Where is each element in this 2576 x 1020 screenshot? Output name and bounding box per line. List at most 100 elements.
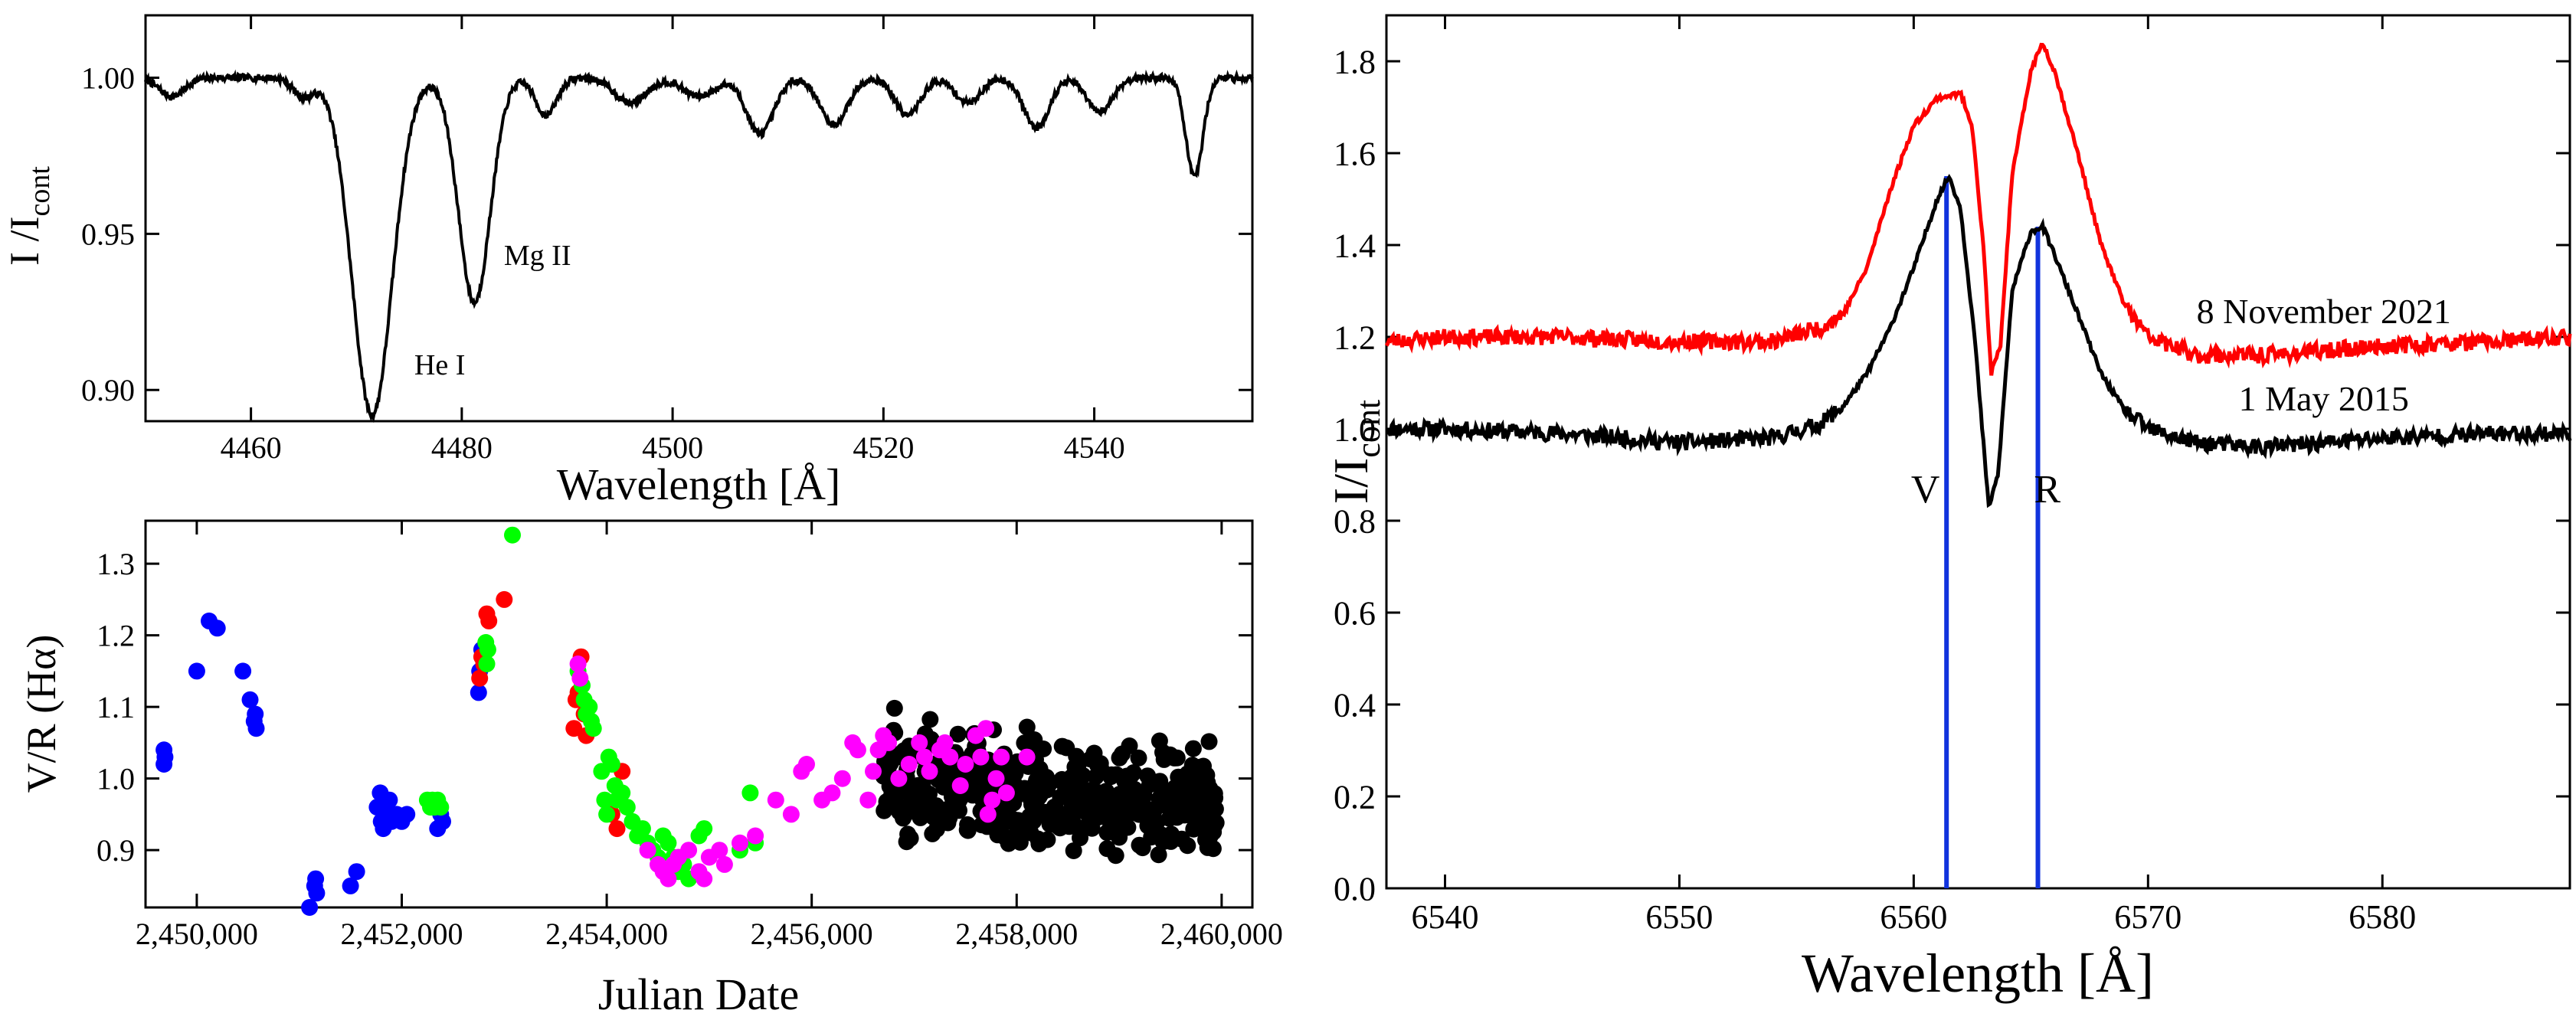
- y-tick-label: 0.2: [1334, 778, 1376, 816]
- data-point: [1021, 731, 1039, 748]
- y-tick-label: 1.2: [1334, 319, 1376, 356]
- y-tick-label: 1.3: [97, 547, 135, 581]
- data-point: [900, 756, 918, 773]
- data-point: [470, 684, 487, 701]
- plot-frame: [144, 519, 1254, 909]
- data-point: [188, 662, 205, 680]
- x-tick-label: 4520: [853, 430, 914, 465]
- data-point: [1068, 747, 1085, 765]
- data-point: [1163, 825, 1180, 843]
- y-tick-label: 1.2: [97, 619, 135, 653]
- data-point: [1150, 846, 1167, 864]
- x-tick-label: 2,456,000: [751, 917, 873, 951]
- profile-annotation: R: [2034, 468, 2060, 512]
- line-annotation: Mg II: [504, 240, 571, 272]
- data-point: [496, 590, 513, 608]
- data-point: [1028, 799, 1046, 816]
- data-point: [941, 809, 958, 826]
- data-point: [833, 770, 851, 787]
- data-point: [859, 791, 877, 809]
- data-point: [1085, 744, 1103, 762]
- data-point: [1098, 840, 1116, 858]
- y-axis-label-main: I/I: [1324, 458, 1378, 504]
- x-tick-label: 4500: [642, 430, 703, 465]
- y-axis-label-main: I /I: [2, 216, 47, 265]
- data-point: [478, 655, 496, 672]
- data-point: [911, 734, 928, 751]
- data-point: [997, 829, 1014, 846]
- x-tick-label: 2,454,000: [545, 917, 668, 951]
- data-point: [959, 822, 977, 839]
- data-point: [1018, 748, 1036, 766]
- data-point: [247, 720, 265, 737]
- data-point: [603, 756, 620, 773]
- data-point: [639, 842, 656, 859]
- plot-frame: [144, 14, 1254, 423]
- y-tick-label: 0.4: [1334, 686, 1376, 724]
- profile-2021-line: [1384, 42, 2572, 376]
- x-tick-label: 4460: [221, 430, 282, 465]
- data-point: [951, 777, 969, 794]
- data-point: [471, 669, 489, 687]
- x-tick-label: 6540: [1411, 898, 1478, 936]
- data-point: [1151, 732, 1168, 750]
- data-point: [915, 748, 933, 766]
- data-point: [156, 748, 174, 766]
- data-point: [1197, 831, 1214, 848]
- data-point: [1134, 839, 1151, 857]
- x-tick-label: 4480: [431, 430, 493, 465]
- data-point: [618, 799, 636, 816]
- data-point: [1196, 772, 1214, 790]
- data-point: [241, 691, 259, 708]
- series-green: [418, 526, 764, 888]
- data-point: [398, 806, 416, 823]
- data-point: [715, 855, 733, 873]
- data-point: [1179, 765, 1196, 783]
- series-black: [875, 699, 1225, 865]
- data-point: [902, 829, 919, 847]
- axis-ticks: 6540 6550 6560 6570 6580 0.0 0.2 0.4 0.6 0.8 1.0 1.…: [1334, 15, 2570, 936]
- x-tick-label: 4540: [1064, 430, 1125, 465]
- line-annotations: He I Mg II: [414, 240, 571, 381]
- x-tick-label: 2,460,000: [1160, 917, 1283, 951]
- x-tick-label: 2,452,000: [340, 917, 463, 951]
- data-point: [598, 806, 616, 823]
- data-point: [880, 734, 897, 751]
- data-point: [342, 877, 359, 894]
- data-point: [1118, 788, 1136, 806]
- data-point: [921, 711, 939, 728]
- data-point: [1098, 824, 1116, 842]
- data-point: [660, 834, 677, 852]
- data-point: [571, 669, 589, 687]
- data-point: [936, 734, 954, 751]
- x-tick-label: 6580: [2349, 898, 2416, 936]
- data-point: [997, 784, 1015, 802]
- data-point: [1123, 767, 1141, 783]
- data-point: [569, 655, 587, 672]
- data-point: [1018, 718, 1036, 736]
- data-point: [1200, 733, 1218, 750]
- x-axis-label: Julian Date: [598, 969, 800, 1019]
- x-axis-label: Wavelength [Å]: [557, 459, 841, 509]
- data-point: [208, 620, 226, 637]
- data-point: [977, 720, 995, 737]
- data-point: [696, 820, 713, 838]
- data-point: [1142, 819, 1160, 837]
- y-tick-label: 0.6: [1334, 594, 1376, 632]
- data-point: [504, 526, 521, 544]
- y-axis-label: I/Icont: [1324, 400, 1387, 504]
- x-tick-label: 6570: [2114, 898, 2182, 936]
- y-axis-label-sub: cont: [24, 166, 56, 217]
- y-tick-label: 1.6: [1334, 135, 1376, 172]
- data-point: [1184, 740, 1202, 757]
- scatter-points: [155, 526, 1225, 916]
- y-tick-label: 1.8: [1334, 43, 1376, 80]
- profile-annotation: V: [1911, 468, 1940, 512]
- data-point: [865, 763, 882, 780]
- data-point: [1090, 809, 1108, 825]
- data-point: [1065, 842, 1082, 859]
- data-point: [1049, 818, 1067, 835]
- data-point: [696, 870, 713, 888]
- data-point: [234, 662, 252, 680]
